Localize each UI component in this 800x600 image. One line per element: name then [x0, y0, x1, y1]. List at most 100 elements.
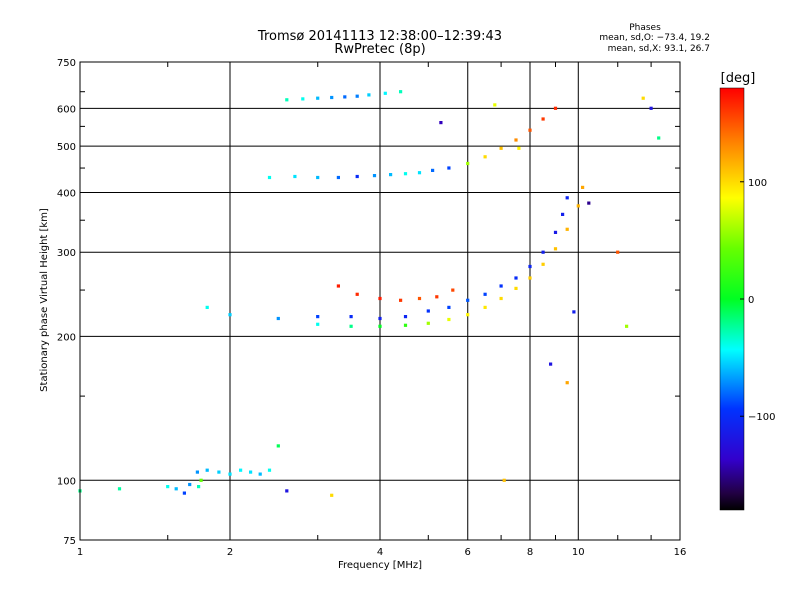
data-point: [336, 284, 340, 288]
data-point: [166, 485, 170, 489]
data-point: [528, 128, 532, 132]
data-point: [285, 489, 289, 493]
data-point: [447, 305, 451, 309]
data-point: [276, 316, 280, 321]
chart-subtitle: RwPretec (8p): [334, 42, 425, 57]
stats-x-mode: mean, sd,X: 93.1, 26.7: [608, 44, 710, 54]
data-point: [355, 94, 359, 98]
data-point: [355, 292, 359, 296]
data-point: [336, 175, 340, 180]
data-point: [514, 276, 518, 280]
data-point: [493, 103, 497, 107]
x-tick-label: 16: [674, 547, 687, 558]
data-point: [466, 313, 470, 317]
x-tick-label: 10: [572, 547, 585, 558]
data-point: [576, 204, 580, 208]
data-point: [378, 316, 382, 321]
stats-o-mode: mean, sd,O: −73.4, 19.2: [599, 33, 710, 43]
data-point: [549, 362, 553, 366]
data-point: [426, 309, 430, 313]
data-point: [267, 175, 272, 180]
data-point: [466, 161, 470, 166]
data-point: [249, 470, 253, 474]
data-point: [316, 96, 320, 100]
colorbar-tick-label: −100: [748, 412, 775, 423]
data-point: [483, 292, 487, 296]
colorbar-label: [deg]: [721, 71, 756, 86]
data-point: [417, 296, 422, 301]
x-axis-label: Frequency [MHz]: [338, 560, 422, 571]
data-point: [483, 305, 487, 309]
data-point: [553, 230, 558, 234]
data-point: [355, 174, 359, 179]
data-point: [541, 250, 545, 254]
stats-heading: Phases: [629, 23, 661, 33]
y-axis-label: Stationary phase Virtual Height [km]: [39, 208, 50, 392]
data-point: [447, 317, 451, 322]
y-tick-label: 600: [57, 104, 76, 115]
data-point: [389, 173, 393, 177]
x-tick-label: 2: [227, 547, 233, 558]
data-point: [499, 296, 503, 301]
data-point: [528, 276, 532, 280]
data-point: [447, 166, 451, 170]
data-point: [174, 487, 178, 491]
data-point: [641, 96, 645, 100]
data-point: [616, 250, 620, 254]
data-point: [316, 315, 320, 319]
data-point: [367, 93, 371, 97]
data-point: [451, 288, 455, 292]
data-point: [649, 106, 653, 110]
data-point: [553, 247, 558, 251]
colorbar-tick-label: 100: [748, 178, 767, 189]
data-point: [195, 470, 199, 474]
data-point: [258, 472, 262, 476]
chart-title: Tromsø 20141113 12:38:00–12:39:43: [257, 29, 502, 44]
data-point: [514, 138, 518, 142]
data-point: [581, 185, 585, 189]
data-point: [228, 472, 232, 476]
data-point: [372, 174, 377, 178]
data-point: [572, 310, 576, 314]
data-point: [502, 478, 506, 482]
data-point: [528, 264, 532, 269]
data-point: [285, 98, 289, 102]
data-point: [625, 324, 629, 328]
data-points: [78, 90, 661, 497]
data-point: [483, 155, 487, 159]
data-point: [301, 97, 305, 101]
data-point: [349, 324, 353, 328]
x-tick-label: 6: [465, 547, 471, 558]
data-point: [217, 470, 221, 474]
y-tick-label: 75: [63, 536, 76, 547]
data-point: [228, 313, 232, 317]
x-tick-label: 8: [527, 547, 533, 558]
data-point: [188, 482, 192, 487]
data-point: [343, 95, 347, 99]
data-point: [330, 95, 334, 100]
data-point: [499, 284, 503, 288]
data-point: [403, 172, 408, 176]
data-point: [276, 444, 280, 448]
data-point: [431, 168, 435, 172]
plot-frame: [79, 61, 681, 541]
y-tick-label: 500: [57, 142, 76, 153]
data-point: [349, 315, 353, 319]
data-point: [565, 381, 569, 385]
data-point: [517, 146, 521, 150]
colorbar-tick-label: 0: [748, 295, 754, 306]
data-point: [565, 227, 569, 231]
data-point: [541, 262, 545, 266]
data-point: [514, 286, 518, 290]
x-tick-label: 4: [377, 547, 383, 558]
data-point: [541, 117, 545, 121]
data-point: [316, 175, 320, 180]
data-point: [439, 121, 443, 125]
data-point: [293, 174, 297, 179]
data-point: [205, 305, 209, 309]
data-point: [561, 212, 565, 216]
x-tick-label: 1: [77, 547, 83, 558]
data-point: [403, 323, 408, 327]
y-tick-label: 400: [57, 188, 76, 199]
data-point: [587, 201, 591, 205]
